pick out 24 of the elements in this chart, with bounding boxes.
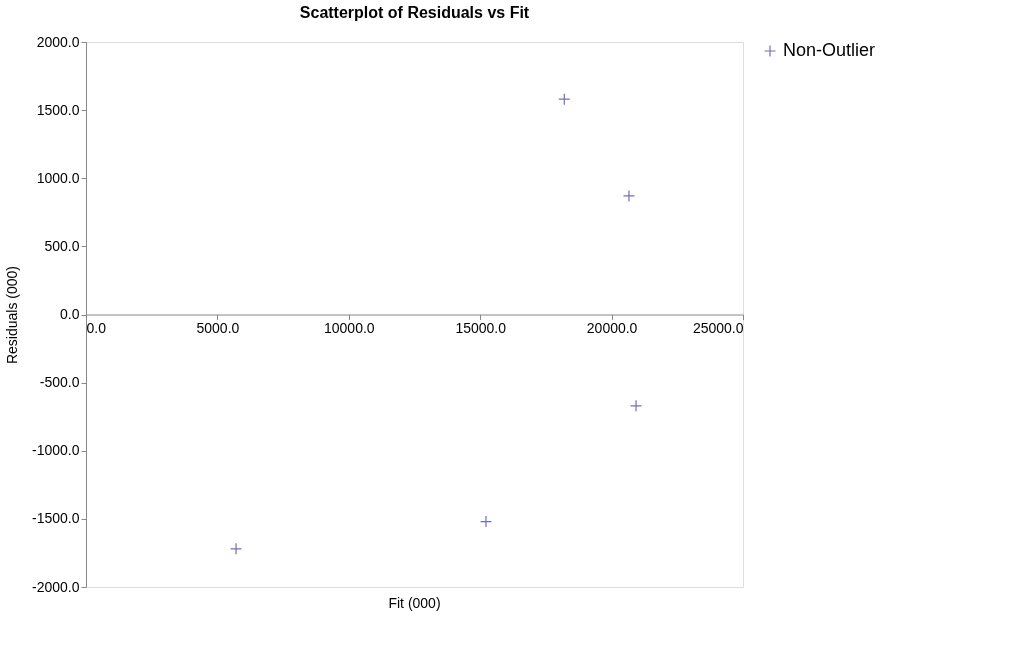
point <box>229 542 243 555</box>
y-tick-label: -1000.0 <box>32 442 80 459</box>
y-tick-label: -500.0 <box>39 374 80 391</box>
point <box>479 515 493 528</box>
x-tick-label: 20000.0 <box>586 320 638 336</box>
y-tick-label: 1500.0 <box>36 101 80 118</box>
legend-label: Non-Outlier <box>783 40 876 60</box>
y-tick-label: 2000.0 <box>36 33 80 50</box>
x-axis-title: Fit (000) <box>388 595 441 611</box>
point <box>558 93 571 106</box>
x-tick-label: 25000.0 <box>692 320 744 336</box>
x-tick-label: 5000.0 <box>196 320 240 336</box>
x-tick-label: 10000.0 <box>324 320 375 336</box>
y-tick-label: 0.0 <box>60 306 80 322</box>
x-tick-label: 0.0 <box>86 320 107 336</box>
x-tick-label: 15000.0 <box>455 320 507 336</box>
chart-title: Scatterplot of Residuals vs Fit <box>299 4 530 21</box>
y-tick-label: -1500.0 <box>32 510 80 527</box>
point <box>622 189 636 203</box>
y-tick-label: 500.0 <box>44 237 80 254</box>
y-axis-title: Residuals (000) <box>4 265 21 365</box>
y-tick-label: 1000.0 <box>36 169 80 186</box>
point <box>629 399 643 412</box>
y-tick-label: -2000.0 <box>32 578 80 595</box>
